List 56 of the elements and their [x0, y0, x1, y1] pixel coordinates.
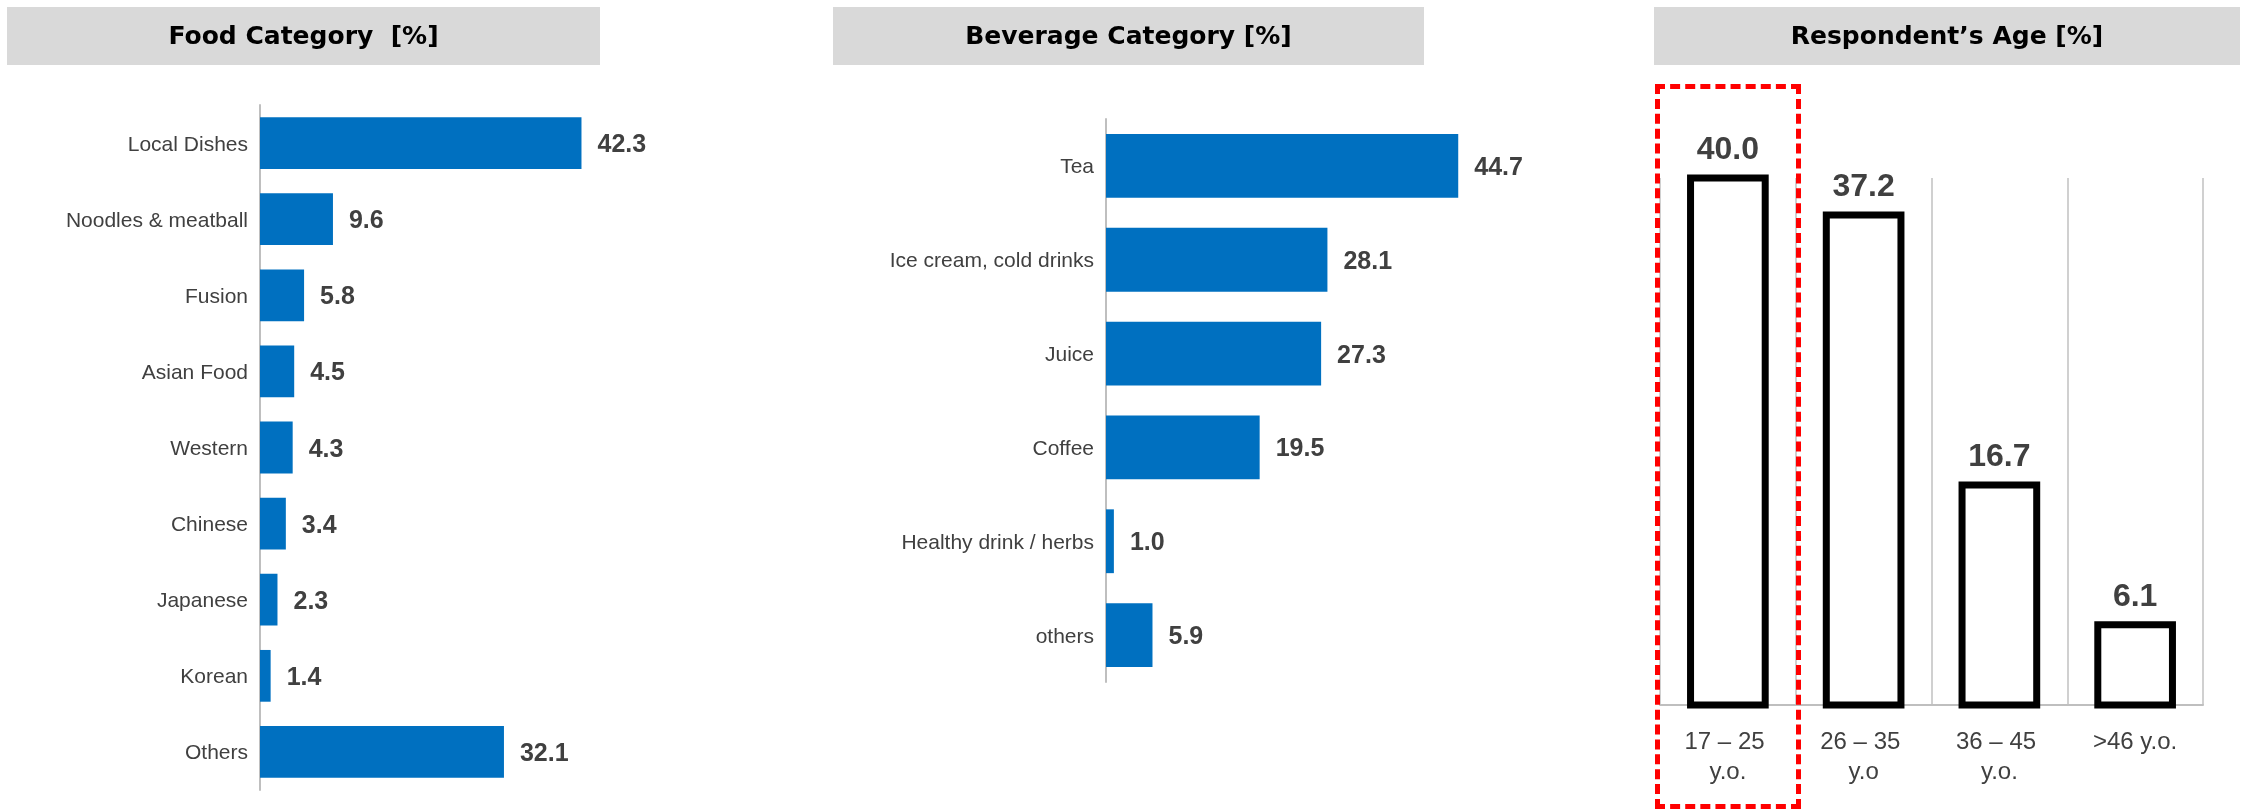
- y-tick-label: others: [1035, 623, 1094, 647]
- data-label: 2.3: [293, 585, 329, 614]
- bar: [260, 649, 271, 702]
- data-label: 40.0: [1696, 130, 1760, 166]
- y-tick-label: Noodles & meatball: [65, 207, 248, 231]
- x-tick-label: 36 – 45 y.o.: [1956, 726, 2043, 784]
- bar: [260, 193, 333, 246]
- y-tick-label: Japanese: [156, 588, 248, 612]
- chart-title: Beverage Category [%]: [833, 7, 1424, 65]
- bar: [1106, 415, 1260, 480]
- data-label: 28.1: [1343, 245, 1393, 274]
- data-label: 4.5: [310, 357, 346, 386]
- data-label: 1.4: [286, 661, 322, 690]
- data-label: 37.2: [1832, 166, 1895, 203]
- data-label: 44.7: [1474, 151, 1523, 180]
- y-tick-label: Juice: [1044, 342, 1094, 366]
- data-label: 5.8: [320, 281, 355, 310]
- y-tick-label: Others: [184, 740, 248, 764]
- data-label: 1.0: [1129, 527, 1165, 556]
- data-label: 5.9: [1168, 621, 1204, 650]
- chart-title: Food Category [%]: [7, 7, 600, 65]
- bar: [260, 726, 504, 778]
- x-tick-label: >46 y.o.: [2092, 726, 2178, 754]
- bar: [1106, 321, 1322, 386]
- bar: [1106, 603, 1153, 667]
- bar: [1106, 227, 1328, 292]
- bar: [260, 497, 286, 550]
- chart-title: Respondent’s Age [%]: [1654, 7, 2240, 65]
- bar: [260, 573, 278, 626]
- y-tick-label: Chinese: [170, 512, 248, 536]
- y-tick-label: Coffee: [1032, 435, 1094, 459]
- y-tick-label: Fusion: [184, 283, 248, 307]
- x-tick-label: 17 – 25 y.o.: [1684, 726, 1772, 784]
- bar: [260, 269, 305, 322]
- x-tick-label: 26 – 35 y.o: [1820, 726, 1907, 784]
- data-label: 9.6: [348, 205, 384, 234]
- bar: [1106, 509, 1114, 574]
- y-tick-label: Korean: [180, 664, 248, 688]
- y-tick-label: Ice cream, cold drinks: [889, 248, 1094, 272]
- bar: [260, 421, 293, 474]
- y-tick-label: Western: [170, 436, 248, 459]
- bar: [260, 117, 582, 169]
- y-tick-label: Healthy drink / herbs: [901, 529, 1094, 553]
- bar: [260, 345, 295, 398]
- bar: [1106, 134, 1459, 198]
- y-tick-label: Tea: [1060, 154, 1095, 178]
- data-label: 42.3: [597, 129, 647, 158]
- data-label: 27.3: [1337, 339, 1386, 368]
- data-label: 32.1: [519, 737, 569, 766]
- data-label: 16.7: [1968, 436, 2031, 473]
- data-label: 3.4: [301, 509, 337, 538]
- y-tick-label: Asian Food: [141, 359, 248, 383]
- y-tick-label: Local Dishes: [127, 131, 248, 155]
- data-label: 4.3: [308, 433, 344, 462]
- data-label: 6.1: [2112, 576, 2158, 613]
- data-label: 19.5: [1275, 433, 1325, 462]
